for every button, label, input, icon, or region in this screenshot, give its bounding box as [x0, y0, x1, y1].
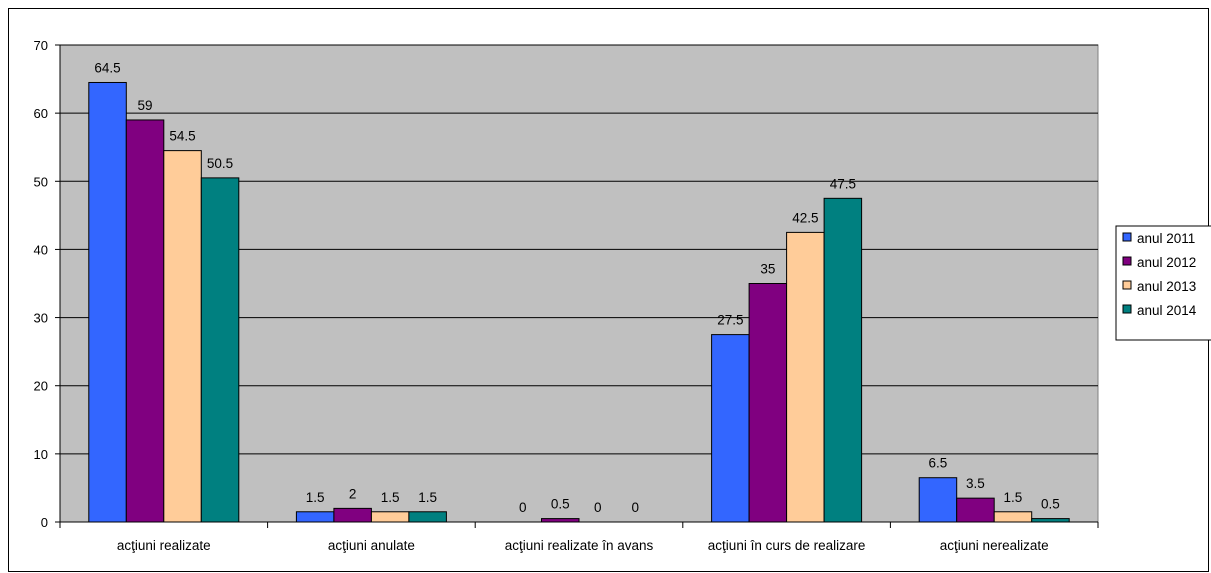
- data-label: 1.5: [306, 490, 325, 505]
- data-label: 0: [594, 500, 602, 515]
- bar: [786, 231, 825, 523]
- x-tick-label: acţiuni nerealizate: [940, 538, 1049, 553]
- y-tick-label: 30: [34, 311, 48, 326]
- legend-label: anul 2013: [1137, 279, 1196, 294]
- data-label: 59: [138, 98, 153, 113]
- data-label: 6.5: [929, 456, 948, 471]
- x-tick-label: acţiuni în curs de realizare: [708, 538, 866, 553]
- data-label: 0: [631, 500, 639, 515]
- data-label: 1.5: [381, 490, 400, 505]
- legend-swatch: [1122, 280, 1132, 290]
- data-label: 50.5: [207, 156, 233, 171]
- y-tick-label: 10: [34, 447, 48, 462]
- data-label: 3.5: [966, 476, 985, 491]
- bar: [370, 511, 410, 523]
- bar: [408, 511, 447, 523]
- data-label: 42.5: [792, 210, 818, 225]
- bars: [88, 81, 1070, 523]
- data-label: 1.5: [1004, 490, 1023, 505]
- bar: [748, 283, 788, 523]
- bar: [295, 511, 335, 523]
- bar: [200, 177, 240, 523]
- bar: [711, 334, 750, 523]
- x-tick-label: acţiuni realizate: [117, 538, 211, 553]
- legend-swatch: [1122, 304, 1132, 314]
- data-label: 27.5: [717, 313, 743, 328]
- y-tick-label: 20: [34, 379, 48, 394]
- data-label: 35: [760, 262, 775, 277]
- data-label: 0.5: [551, 497, 570, 512]
- legend: anul 2011 anul 2012 anul 2013 anul 2014: [1115, 225, 1211, 341]
- data-label: 54.5: [169, 129, 195, 144]
- bar: [125, 119, 165, 523]
- data-label: 1.5: [418, 490, 437, 505]
- y-tick-label: 50: [34, 174, 48, 189]
- bar: [993, 511, 1033, 523]
- legend-label: anul 2011: [1137, 231, 1195, 246]
- x-tick-label: acţiuni anulate: [328, 538, 415, 553]
- data-label: 64.5: [94, 60, 120, 75]
- legend-label: anul 2014: [1137, 303, 1197, 318]
- bar: [333, 507, 372, 523]
- legend-label: anul 2012: [1137, 255, 1196, 270]
- x-tick-label: acţiuni realizate în avans: [505, 538, 654, 553]
- bar: [956, 497, 995, 523]
- y-tick-label: 40: [34, 242, 48, 257]
- data-label: 47.5: [830, 176, 856, 191]
- bar: [541, 518, 580, 523]
- bar: [918, 477, 958, 523]
- legend-box: [1115, 225, 1211, 341]
- legend-swatch: [1122, 232, 1132, 242]
- bar: [163, 150, 202, 523]
- bar: [823, 197, 863, 523]
- data-labels: 64.5 59 54.5 50.5 1.5 2 1.5 1.5 0 0.5 0 0 27.5 35 42.5…: [94, 60, 1059, 515]
- data-label: 2: [349, 486, 357, 501]
- y-tick-label: 60: [34, 106, 48, 121]
- bar: [88, 81, 127, 523]
- bar: [1031, 518, 1070, 523]
- data-label: 0.5: [1041, 497, 1060, 512]
- y-tick-label: 0: [41, 515, 48, 530]
- y-tick-label: 70: [34, 38, 48, 53]
- legend-swatch: [1122, 256, 1132, 266]
- data-label: 0: [519, 500, 527, 515]
